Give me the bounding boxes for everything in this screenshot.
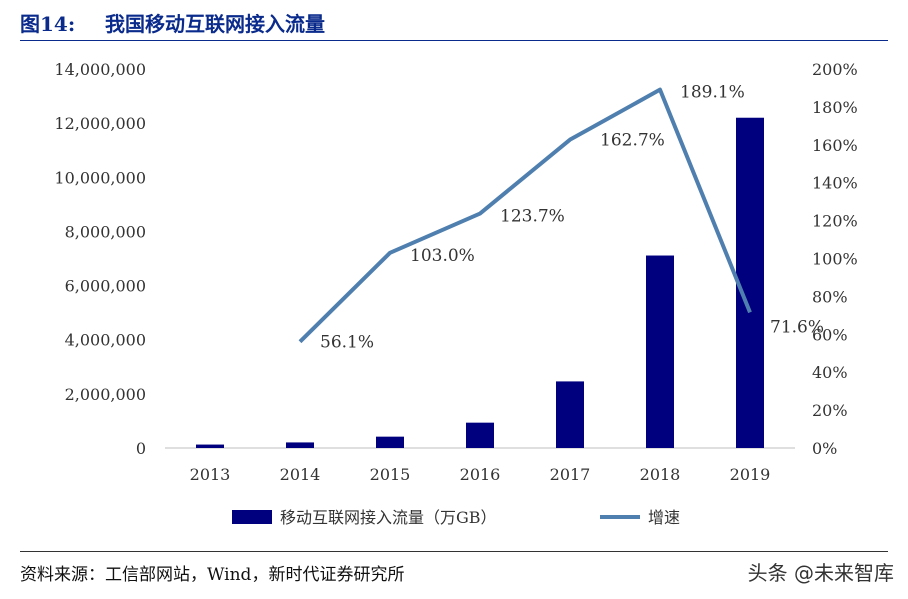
y-left-tick-label: 0: [136, 439, 146, 458]
x-tick-label: 2016: [460, 465, 501, 484]
growth-data-label: 103.0%: [410, 246, 475, 266]
figure-title-bar: 图14: 我国移动互联网接入流量: [0, 0, 908, 44]
traffic-chart: 0 2,000,000 4,000,000 6,000,000 8,000,000 10,…: [54, 60, 858, 527]
y-right-tick-label: 60%: [812, 325, 848, 344]
y-left-tick-label: 10,000,000: [54, 168, 146, 187]
x-tick-label: 2013: [190, 465, 231, 484]
y-left-tick-label: 4,000,000: [65, 331, 146, 350]
growth-data-label: 56.1%: [320, 333, 374, 353]
bar: [196, 444, 224, 448]
y-left-tick-label: 14,000,000: [54, 60, 146, 79]
y-right-tick-label: 180%: [812, 98, 858, 117]
legend-line-label: 增速: [648, 508, 680, 527]
y-right-tick-label: 160%: [812, 136, 858, 155]
source-note: 资料来源：工信部网站，Wind，新时代证券研究所: [20, 565, 405, 585]
growth-data-label: 71.6%: [770, 317, 824, 337]
y-right-tick-label: 80%: [812, 287, 848, 306]
legend-bar-label: 移动互联网接入流量（万GB）: [280, 508, 497, 527]
bar: [376, 436, 404, 448]
watermark: 头条 @未来智库: [747, 561, 894, 585]
figure-number: 图14:: [20, 12, 76, 36]
y-right-tick-label: 100%: [812, 250, 858, 269]
growth-data-label: 123.7%: [500, 207, 565, 227]
bar: [556, 381, 584, 448]
figure-title: 我国移动互联网接入流量: [105, 12, 325, 36]
y-right-tick-label: 40%: [812, 363, 848, 382]
bar: [646, 255, 674, 448]
x-tick-label: 2018: [640, 465, 681, 484]
y-left-tick-label: 2,000,000: [65, 385, 146, 404]
x-tick-label: 2017: [550, 465, 591, 484]
x-tick-label: 2015: [370, 465, 411, 484]
y-left-tick-label: 8,000,000: [65, 222, 146, 241]
y-left-tick-label: 12,000,000: [54, 114, 146, 133]
bar: [286, 442, 314, 448]
growth-data-label: 162.7%: [600, 131, 665, 151]
y-right-tick-label: 200%: [812, 60, 858, 79]
bar: [736, 117, 764, 448]
growth-line: [298, 87, 752, 344]
x-tick-label: 2019: [730, 465, 771, 484]
source-divider: [20, 551, 888, 552]
y-right-tick-label: 140%: [812, 174, 858, 193]
y-left-tick-label: 6,000,000: [65, 277, 146, 296]
x-tick-label: 2014: [280, 465, 321, 484]
y-right-tick-label: 0%: [812, 439, 837, 458]
title-divider: [20, 40, 888, 41]
y-right-tick-label: 120%: [812, 212, 858, 231]
bar: [466, 422, 494, 448]
growth-data-label: 189.1%: [680, 83, 745, 103]
legend-bar-swatch: [232, 510, 272, 524]
y-right-tick-label: 20%: [812, 401, 848, 420]
